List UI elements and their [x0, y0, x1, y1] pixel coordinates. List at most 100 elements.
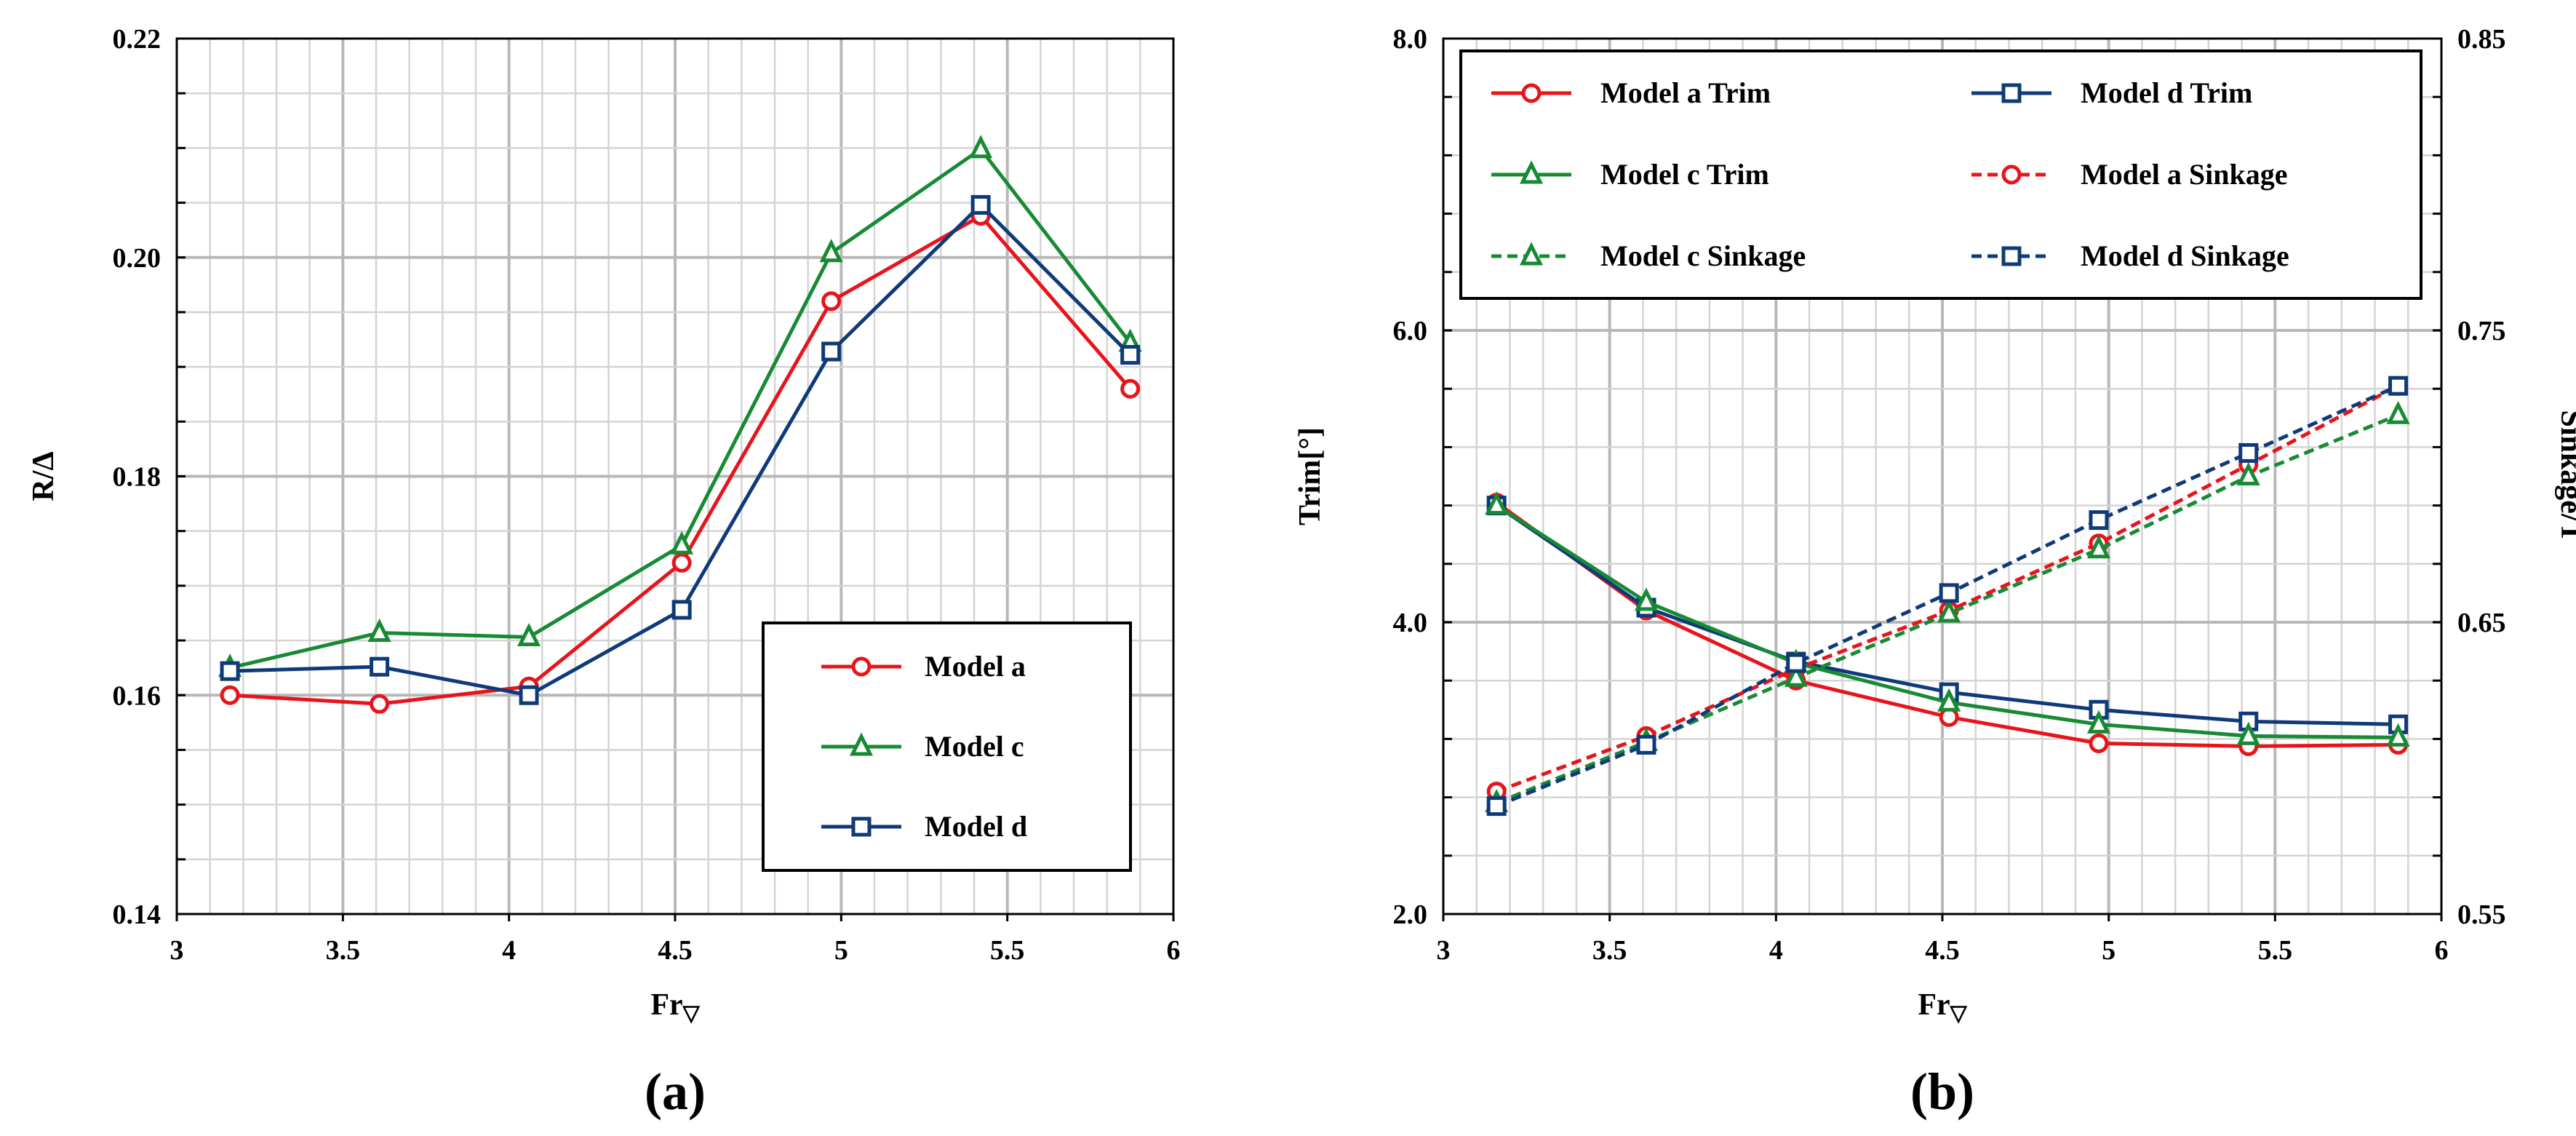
data-point-model-c-trim — [1485, 491, 1509, 515]
data-point-model-a — [671, 552, 692, 573]
chart-b-x-ticks: 3 3.5 4 4.5 5 5.5 6 — [1437, 914, 2449, 966]
legend-label: Model d Sinkage — [2081, 239, 2289, 272]
legend-swatch-marker — [2001, 83, 2022, 103]
x-tick-label: 5 — [834, 935, 848, 966]
legend-label: Model c Trim — [1600, 158, 1769, 191]
data-point-model-d-sinkage — [1486, 796, 1507, 817]
legend-item-model-a: Model a — [821, 650, 1026, 683]
data-point-model-d-sinkage — [1786, 653, 1806, 673]
data-point-model-c-trim — [1937, 688, 1961, 712]
chart-b-x-axis-label: Fr▽ — [1918, 988, 1967, 1025]
chart-b-series — [1485, 376, 2410, 817]
data-point-model-c-trim — [2386, 723, 2410, 747]
chart-b: 3 3.5 4 4.5 5 5.5 6 2.04.06.08.0 0.550.650.750… — [1293, 24, 2576, 1121]
legend-label: Model a Sinkage — [2081, 158, 2287, 191]
legend-swatch-marker — [851, 817, 872, 837]
chart-b-legend: Model a Trim Model d Trim Model c Trim Mode… — [1459, 49, 2423, 300]
data-point-model-a — [1120, 378, 1141, 399]
data-point-model-d — [821, 341, 842, 362]
data-point-model-d-sinkage — [2388, 376, 2409, 396]
legend-label: Model d Trim — [2081, 76, 2252, 109]
legend-swatch-marker — [2001, 246, 2022, 266]
y-tick-label: 0.22 — [113, 24, 162, 55]
data-point-model-c-trim — [1634, 587, 1659, 611]
data-point-model-c-sinkage — [2086, 535, 2110, 559]
legend-box — [762, 621, 1132, 872]
chart-a-legend: Model a Model c Model d — [762, 621, 1132, 872]
legend-label: Model c — [925, 730, 1024, 763]
data-point-model-a-trim — [2089, 733, 2109, 753]
y-tick-label: 8.0 — [1393, 24, 1428, 55]
data-point-model-c — [969, 135, 993, 159]
chart-a-y-axis-label: R/Δ — [27, 451, 60, 501]
data-point-model-c — [819, 239, 843, 263]
data-point-model-c-sinkage — [2236, 461, 2260, 485]
chart-a: 3 3.5 4 4.5 5 5.5 6 0.14 0.16 0.18 0.20 0.22 Model… — [27, 24, 1181, 1121]
series-model-c — [218, 135, 1142, 678]
y-tick-label: 4.0 — [1393, 608, 1428, 638]
chart-a-y-ticks: 0.14 0.16 0.18 0.20 0.22 — [113, 24, 186, 930]
data-point-model-a — [821, 291, 842, 311]
series-model-a-trim — [1486, 493, 2409, 756]
chart-a-x-ticks: 3 3.5 4 4.5 5 5.5 6 — [170, 914, 1181, 966]
data-point-model-a — [370, 694, 390, 714]
x-tick-label: 4 — [502, 935, 516, 966]
chart-a-x-axis-label-main: Fr — [650, 988, 682, 1022]
legend-swatch-marker — [851, 656, 872, 677]
legend-swatch-marker — [1521, 83, 1542, 103]
data-point-model-c-trim — [2086, 710, 2110, 734]
chart-b-y-ticks: 2.0 4.0 6.0 8.0 — [1393, 24, 1452, 930]
chart-b-x-axis-label-sub: ▽ — [1950, 1001, 1968, 1025]
y-tick-label: 2.0 — [1393, 899, 1428, 930]
legend-label: Model a Trim — [1600, 76, 1771, 109]
y2-tick-label: 0.55 — [2457, 899, 2506, 930]
data-point-model-d-sinkage — [1939, 583, 1959, 603]
x-tick-label: 3.5 — [326, 935, 361, 966]
legend-swatch-marker — [1519, 160, 1544, 184]
data-point-model-d — [970, 195, 991, 215]
chart-a-x-axis-label: Fr▽ — [650, 988, 700, 1025]
x-tick-label: 4.5 — [1925, 935, 1960, 966]
data-point-model-c-trim — [2236, 721, 2260, 745]
chart-a-panel-label: (a) — [645, 1062, 706, 1121]
chart-b-x-axis-label-main: Fr — [1918, 988, 1950, 1022]
x-tick-label: 4.5 — [658, 935, 693, 966]
chart-a-x-axis-label-sub: ▽ — [682, 1001, 701, 1025]
legend-item-model-a-sinkage: Model a Sinkage — [1971, 158, 2287, 191]
data-point-model-c-sinkage — [1784, 663, 1808, 687]
data-point-model-c — [670, 531, 694, 555]
legend-label: Model d — [925, 810, 1027, 843]
data-point-model-d — [220, 661, 240, 681]
x-tick-label: 6 — [1167, 935, 1181, 966]
x-tick-label: 5 — [2102, 935, 2116, 966]
chart-b-y2-axis-label: Sinkage/T — [2554, 410, 2576, 542]
series-model-a — [220, 206, 1141, 714]
series-model-c-sinkage — [1485, 400, 2410, 813]
data-point-model-d — [671, 600, 692, 620]
x-tick-label: 5.5 — [990, 935, 1025, 966]
legend-label: Model c Sinkage — [1600, 239, 1806, 272]
legend-item-model-c-sinkage: Model c Sinkage — [1491, 239, 1806, 272]
y2-tick-label: 0.75 — [2457, 316, 2506, 346]
x-tick-label: 3.5 — [1592, 935, 1627, 966]
legend-item-model-a-trim: Model a Trim — [1491, 76, 1771, 109]
legend-item-model-c: Model c — [821, 730, 1024, 763]
data-point-model-d — [370, 656, 390, 677]
data-point-model-d — [519, 685, 539, 705]
chart-a-series — [218, 135, 1142, 714]
series-model-d-sinkage — [1486, 376, 2409, 817]
x-tick-label: 3 — [170, 935, 184, 966]
chart-b-panel-label: (b) — [1910, 1062, 1974, 1121]
y-tick-label: 0.18 — [113, 462, 162, 493]
legend-item-model-d-trim: Model d Trim — [1971, 76, 2252, 109]
legend-label: Model a — [925, 650, 1026, 683]
legend-swatch-marker — [2001, 164, 2022, 185]
legend-item-model-c-trim: Model c Trim — [1491, 158, 1769, 191]
data-point-model-d-sinkage — [1636, 734, 1656, 755]
data-point-model-c — [367, 618, 391, 643]
y2-tick-label: 0.85 — [2457, 24, 2506, 55]
chart-b-y-axis-label: Trim[°] — [1293, 427, 1327, 525]
data-point-model-c — [517, 622, 541, 647]
y-tick-label: 0.14 — [113, 899, 162, 930]
